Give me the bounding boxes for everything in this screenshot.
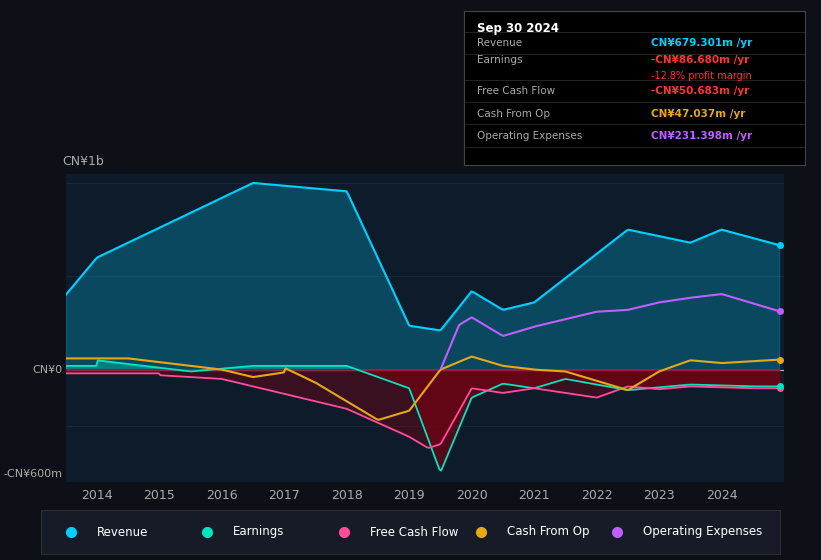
Text: Sep 30 2024: Sep 30 2024 (478, 22, 559, 35)
Text: -12.8% profit margin: -12.8% profit margin (651, 71, 752, 81)
Text: Cash From Op: Cash From Op (478, 109, 551, 119)
Text: CN¥1b: CN¥1b (62, 155, 103, 168)
Text: Cash From Op: Cash From Op (507, 525, 589, 539)
Text: -CN¥86.680m /yr: -CN¥86.680m /yr (651, 55, 750, 66)
Text: CN¥47.037m /yr: CN¥47.037m /yr (651, 109, 745, 119)
Text: CN¥0: CN¥0 (32, 365, 62, 375)
Text: Earnings: Earnings (478, 55, 523, 66)
Text: Free Cash Flow: Free Cash Flow (369, 525, 458, 539)
Text: Operating Expenses: Operating Expenses (478, 131, 583, 141)
Text: CN¥231.398m /yr: CN¥231.398m /yr (651, 131, 752, 141)
Text: -CN¥50.683m /yr: -CN¥50.683m /yr (651, 86, 750, 96)
Text: Revenue: Revenue (478, 38, 523, 48)
Text: Free Cash Flow: Free Cash Flow (478, 86, 556, 96)
Text: Revenue: Revenue (97, 525, 148, 539)
Text: CN¥679.301m /yr: CN¥679.301m /yr (651, 38, 753, 48)
Text: Earnings: Earnings (233, 525, 285, 539)
Text: Operating Expenses: Operating Expenses (644, 525, 763, 539)
Text: -CN¥600m: -CN¥600m (3, 469, 62, 478)
